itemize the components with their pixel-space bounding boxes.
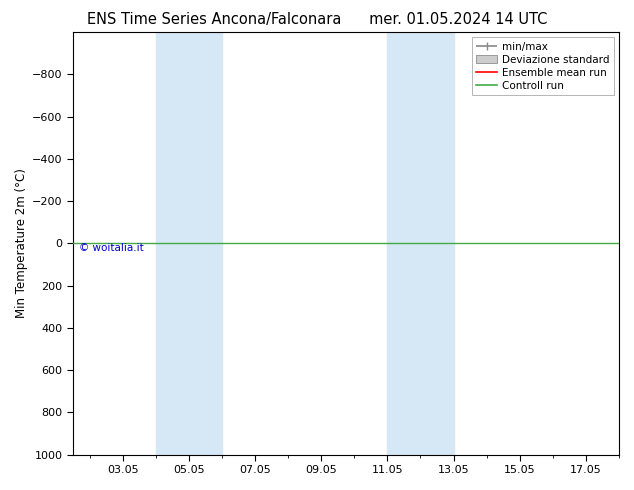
Bar	[156, 32, 222, 455]
Legend: min/max, Deviazione standard, Ensemble mean run, Controll run: min/max, Deviazione standard, Ensemble m…	[472, 37, 614, 95]
Y-axis label: Min Temperature 2m (°C): Min Temperature 2m (°C)	[15, 169, 28, 318]
Text: ENS Time Series Ancona/Falconara      mer. 01.05.2024 14 UTC: ENS Time Series Ancona/Falconara mer. 01…	[87, 12, 547, 27]
Bar	[387, 32, 453, 455]
Text: © woitalia.it: © woitalia.it	[79, 244, 143, 253]
